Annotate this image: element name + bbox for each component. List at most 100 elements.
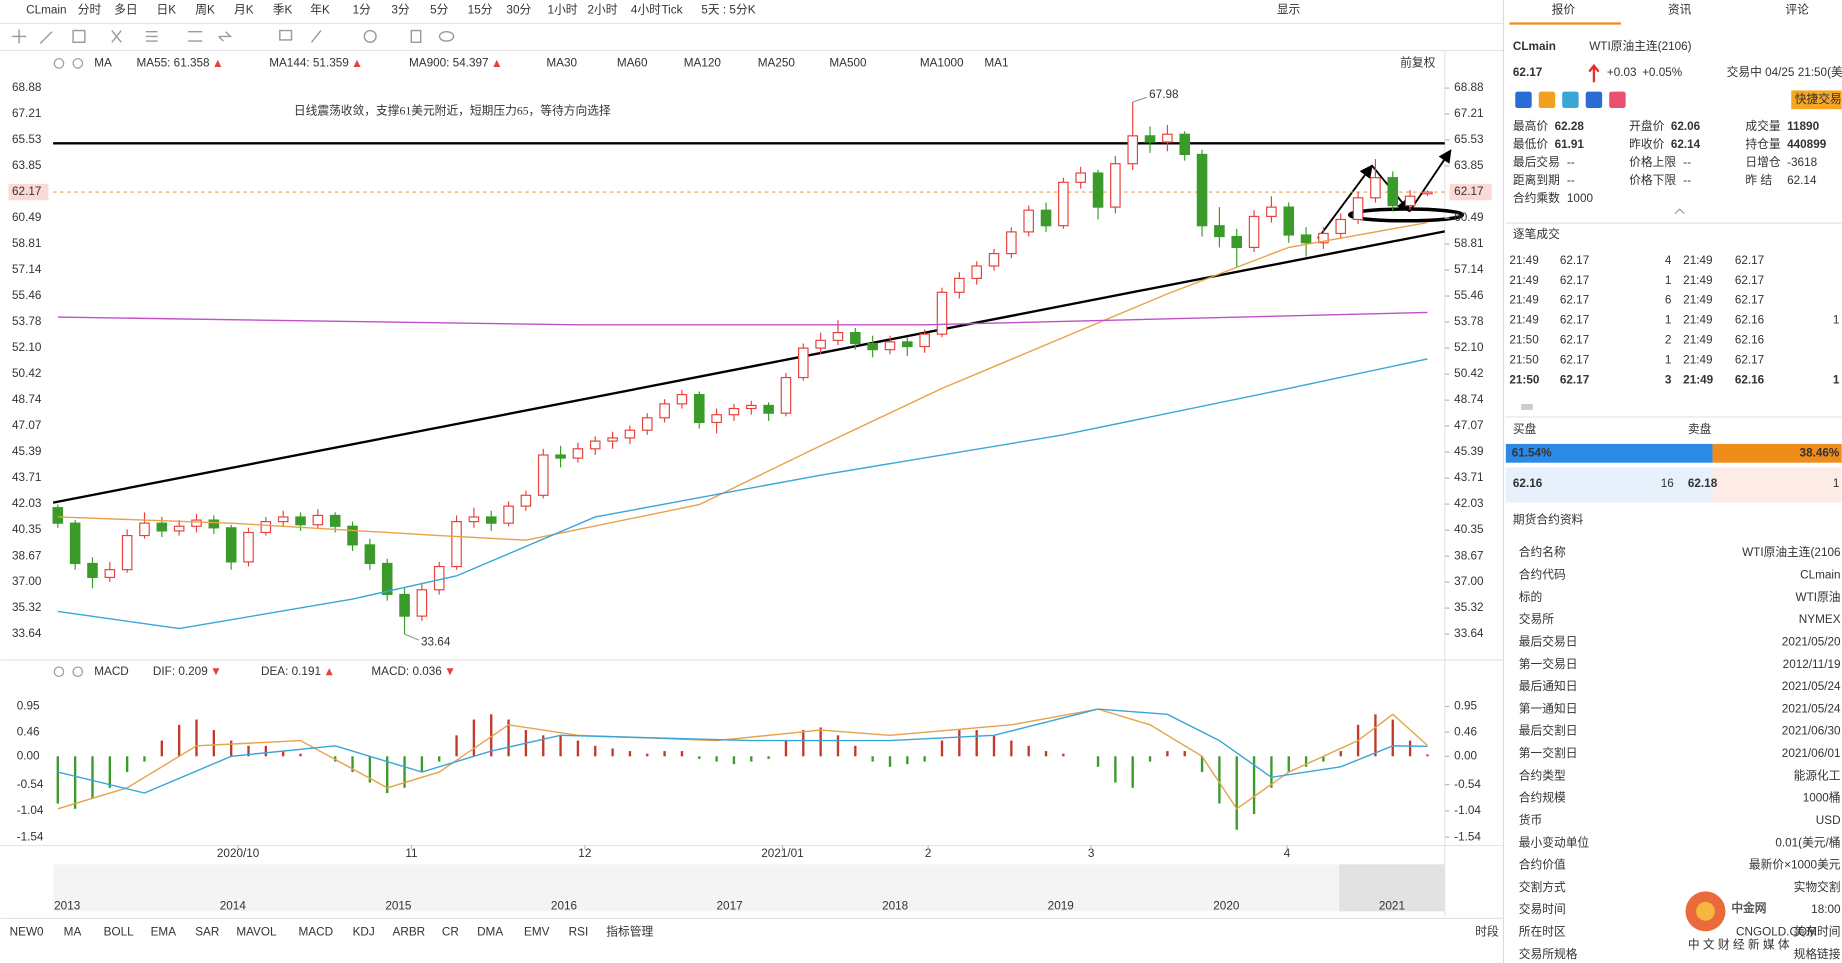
tool-icon[interactable] [188, 31, 203, 42]
candle-body [1283, 206, 1295, 236]
y-tick-label: 63.85 [12, 159, 42, 172]
tool-icon[interactable] [363, 29, 377, 43]
period-tab[interactable]: 周K [195, 4, 215, 17]
candle-body [364, 544, 376, 565]
tool-icon[interactable] [279, 29, 293, 41]
trade-cell: 4 [1665, 254, 1672, 267]
display-menu[interactable]: 显示 [1277, 4, 1301, 17]
year-label: 2020 [1213, 900, 1240, 913]
indicator-tab[interactable]: ARBR [393, 926, 426, 939]
year-label: 2017 [717, 900, 743, 913]
period-toggle[interactable]: 时段 [1475, 925, 1499, 939]
close-icon[interactable] [72, 58, 84, 69]
stat-label: 最低价 [1513, 138, 1548, 151]
trade-cell: 62.16 [1735, 314, 1765, 327]
candle-body [485, 516, 497, 524]
legend-entry-inactive[interactable]: MA250 [758, 57, 796, 70]
period-tab[interactable]: 年K [310, 3, 330, 17]
arrow [1408, 149, 1452, 212]
settings-icon[interactable] [53, 666, 65, 678]
close-icon[interactable] [72, 666, 84, 678]
tool-icon[interactable] [410, 29, 422, 43]
candle-body [1335, 218, 1347, 235]
quick-trade-button[interactable] [1791, 90, 1842, 110]
period-tab[interactable]: 2小时 [587, 4, 617, 17]
period-tab[interactable]: 季K [273, 4, 293, 17]
navigator-window[interactable] [1339, 864, 1445, 912]
period-tab[interactable]: 多日 [114, 3, 137, 17]
indicator-manage[interactable]: 指标管理 [606, 925, 653, 939]
y-tick-label: 35.32 [1454, 601, 1483, 614]
period-tab[interactable]: Tick [661, 4, 682, 17]
adjust-toggle[interactable]: 前复权 [1400, 56, 1435, 70]
period-tab[interactable]: 30分 [506, 4, 531, 17]
stat-label: 日增仓 [1745, 155, 1780, 169]
tool-icon[interactable] [39, 31, 53, 44]
indicator-tab[interactable]: SAR [195, 926, 219, 939]
contract-value: 1000桶 [1803, 791, 1841, 805]
period-tab[interactable]: 日K [156, 4, 176, 17]
trade-cell: 21:50 [1509, 374, 1539, 387]
legend-entry-inactive[interactable]: MA60 [617, 57, 648, 70]
candle-body [1231, 235, 1243, 248]
indicator-tab[interactable]: MACD [299, 926, 334, 939]
tool-icon[interactable] [218, 31, 233, 42]
low-label: 33.64 [421, 635, 451, 648]
indicator-tab[interactable]: MAVOL [236, 926, 277, 939]
indicator-tab[interactable]: MA [64, 926, 82, 939]
candle-body [451, 521, 462, 568]
candle-body [52, 507, 64, 524]
period-tab[interactable]: 1分 [353, 4, 372, 17]
period-tab[interactable]: 1小时 [548, 4, 578, 17]
period-tab[interactable]: 5分 [430, 4, 449, 17]
year-label: 2013 [54, 900, 81, 913]
panel-tab[interactable]: 资讯 [1668, 4, 1692, 17]
quote-icon[interactable] [1515, 91, 1532, 109]
period-tab[interactable]: 5天 : 5分K [701, 4, 755, 17]
trade-cell: 62.17 [1735, 294, 1764, 307]
indicator-tab[interactable]: EMA [151, 926, 177, 939]
tool-icon[interactable] [310, 30, 322, 43]
indicator-tab[interactable]: EMV [524, 926, 550, 939]
contract-value: 能源化工 [1794, 768, 1841, 782]
trade-cell: 62.17 [1560, 334, 1589, 347]
period-tab[interactable]: 月K [234, 4, 254, 17]
quote-icon[interactable] [1609, 91, 1626, 109]
y-tick-label: 57.14 [12, 263, 42, 276]
quote-icon[interactable] [1562, 91, 1579, 109]
tool-icon[interactable] [111, 30, 122, 43]
quote-icon[interactable] [1538, 91, 1556, 109]
buy-ratio-bar [1505, 443, 1713, 463]
drawing-tools[interactable] [12, 29, 455, 44]
year-label: 2018 [882, 900, 909, 913]
indicator-tab[interactable]: DMA [477, 926, 503, 939]
tool-icon[interactable] [145, 31, 158, 42]
legend-entry-inactive[interactable]: MA120 [684, 57, 722, 70]
period-tab[interactable]: 4小时 [631, 4, 661, 17]
legend-entry-inactive[interactable]: MA500 [829, 57, 867, 70]
settings-icon[interactable] [53, 58, 65, 69]
indicator-tab[interactable]: BOLL [104, 926, 134, 939]
period-tab[interactable]: 3分 [391, 4, 410, 17]
tool-icon[interactable] [438, 31, 455, 42]
period-tab[interactable]: 15分 [468, 4, 493, 17]
indicator-tab[interactable]: NEW0 [10, 926, 44, 939]
legend-entry-inactive[interactable]: MA30 [546, 57, 577, 70]
panel-tab[interactable]: 评论 [1785, 3, 1809, 17]
navigator[interactable] [53, 864, 1445, 912]
legend-entry-inactive[interactable]: MA1000 [920, 57, 964, 70]
y-tick-label: 42.03 [1454, 497, 1484, 510]
indicator-tab[interactable]: KDJ [353, 926, 375, 939]
quote-icon[interactable] [1585, 91, 1603, 109]
panel-tab[interactable]: 报价 [1552, 3, 1576, 17]
y-tick-label: 43.71 [1454, 471, 1483, 484]
period-tab[interactable]: 分时 [78, 4, 102, 17]
indicator-tab[interactable]: CR [442, 926, 459, 939]
legend-entry-inactive[interactable]: MA1 [984, 57, 1008, 70]
trade-cell: 62.16 [1735, 334, 1765, 347]
stat-label: 合约乘数 [1513, 191, 1560, 205]
tool-icon[interactable] [12, 29, 27, 44]
tool-icon[interactable] [72, 29, 86, 43]
quick-trade-label[interactable]: 快捷交易 [1795, 92, 1842, 106]
indicator-tab[interactable]: RSI [569, 926, 589, 939]
